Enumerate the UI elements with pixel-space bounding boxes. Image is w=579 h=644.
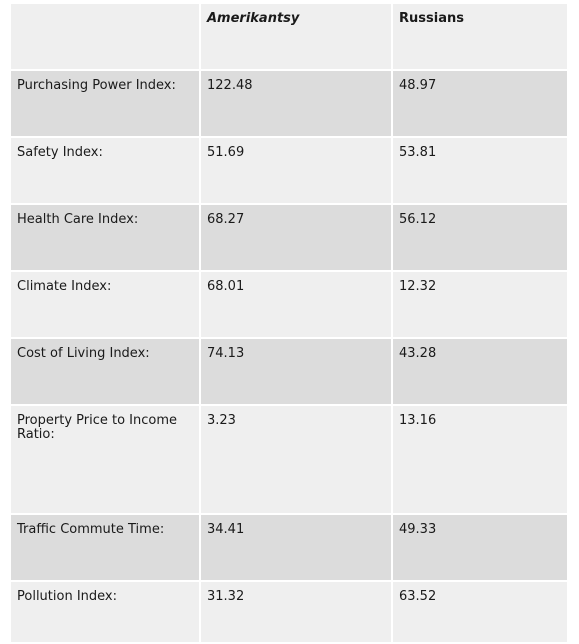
table-row: Cost of Living Index: 74.13 43.28 xyxy=(11,339,567,404)
page: Amerikantsy Russians Purchasing Power In… xyxy=(11,4,567,642)
value-amerikantsy: 34.41 xyxy=(201,515,391,580)
value-russians: 12.32 xyxy=(393,272,567,337)
table-row: Property Price to Income Ratio: 3.23 13.… xyxy=(11,406,567,513)
value-russians: 63.52 xyxy=(393,582,567,642)
row-label: Property Price to Income Ratio: xyxy=(11,406,199,513)
value-russians: 56.12 xyxy=(393,205,567,270)
value-amerikantsy: 51.69 xyxy=(201,138,391,203)
value-amerikantsy: 68.01 xyxy=(201,272,391,337)
table-row: Purchasing Power Index: 122.48 48.97 xyxy=(11,71,567,136)
value-russians: 53.81 xyxy=(393,138,567,203)
value-russians: 13.16 xyxy=(393,406,567,513)
table-row: Climate Index: 68.01 12.32 xyxy=(11,272,567,337)
value-amerikantsy: 74.13 xyxy=(201,339,391,404)
value-russians: 49.33 xyxy=(393,515,567,580)
header-row: Amerikantsy Russians xyxy=(11,4,567,69)
comparison-table: Amerikantsy Russians Purchasing Power In… xyxy=(9,2,569,644)
table-row: Traffic Commute Time: 34.41 49.33 xyxy=(11,515,567,580)
table-row: Health Care Index: 68.27 56.12 xyxy=(11,205,567,270)
header-amerikantsy: Amerikantsy xyxy=(201,4,391,69)
value-russians: 43.28 xyxy=(393,339,567,404)
row-label: Climate Index: xyxy=(11,272,199,337)
table-row: Safety Index: 51.69 53.81 xyxy=(11,138,567,203)
row-label: Traffic Commute Time: xyxy=(11,515,199,580)
row-label: Purchasing Power Index: xyxy=(11,71,199,136)
row-label: Pollution Index: xyxy=(11,582,199,642)
row-label: Health Care Index: xyxy=(11,205,199,270)
table-row: Pollution Index: 31.32 63.52 xyxy=(11,582,567,642)
row-label: Safety Index: xyxy=(11,138,199,203)
row-label: Cost of Living Index: xyxy=(11,339,199,404)
value-amerikantsy: 122.48 xyxy=(201,71,391,136)
value-amerikantsy: 31.32 xyxy=(201,582,391,642)
value-amerikantsy: 68.27 xyxy=(201,205,391,270)
header-russians: Russians xyxy=(393,4,567,69)
header-empty xyxy=(11,4,199,69)
value-russians: 48.97 xyxy=(393,71,567,136)
value-amerikantsy: 3.23 xyxy=(201,406,391,513)
